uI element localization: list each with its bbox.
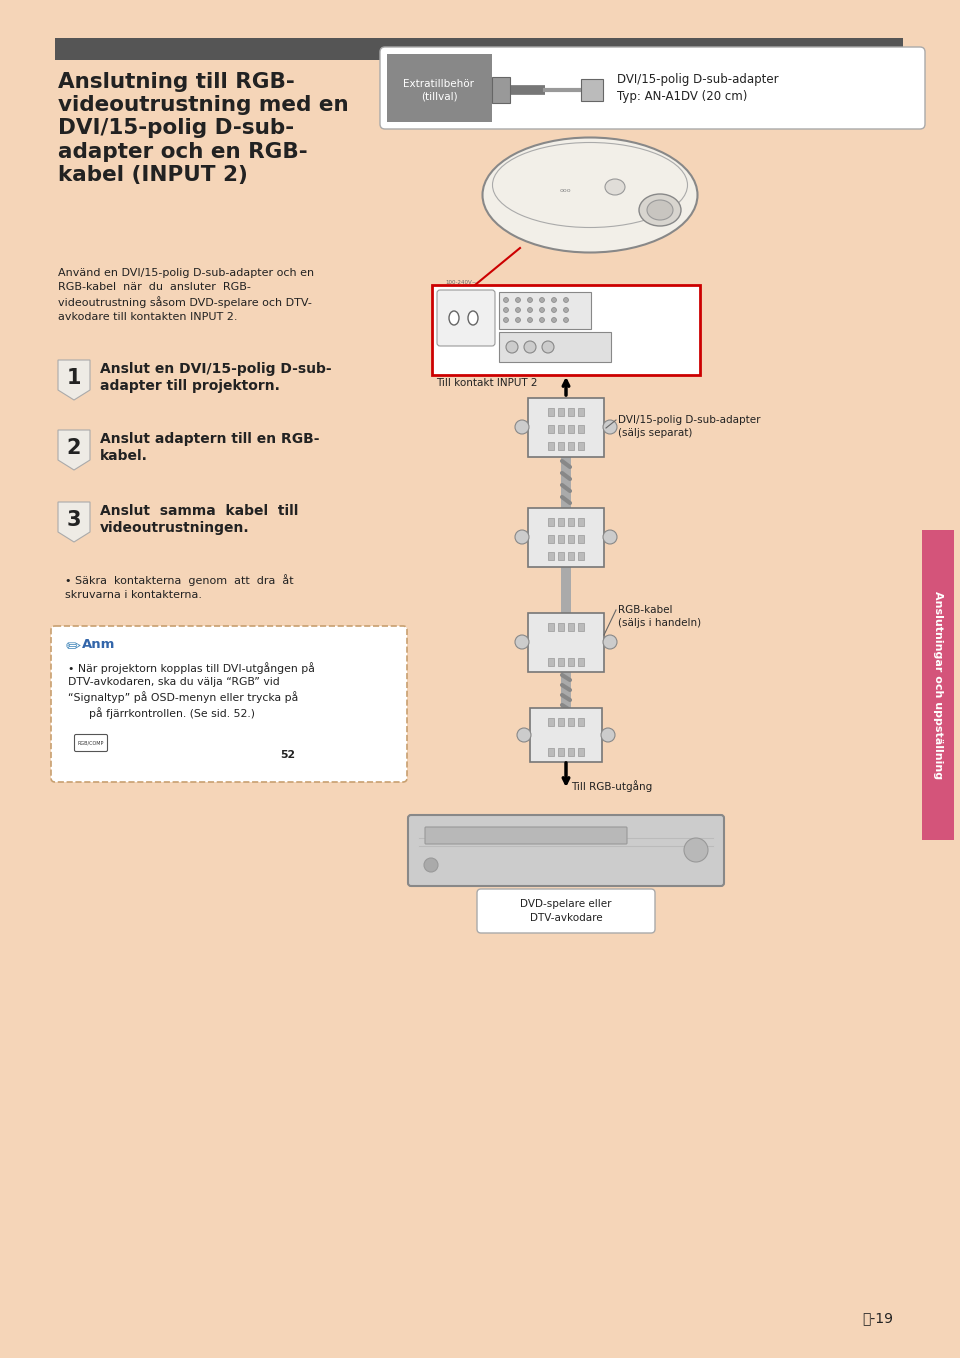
Circle shape	[506, 341, 518, 353]
Text: DVI/15-polig D-sub-adapter
Typ: AN-A1DV (20 cm): DVI/15-polig D-sub-adapter Typ: AN-A1DV …	[617, 73, 779, 103]
Text: ✏: ✏	[66, 638, 82, 656]
Text: Ⓢ-19: Ⓢ-19	[862, 1310, 893, 1325]
Bar	[568, 425, 574, 433]
Bar	[558, 623, 564, 631]
FancyBboxPatch shape	[499, 292, 591, 329]
FancyBboxPatch shape	[477, 889, 655, 933]
Circle shape	[515, 420, 529, 435]
FancyBboxPatch shape	[55, 38, 903, 60]
Ellipse shape	[449, 311, 459, 325]
Text: ooo: ooo	[559, 187, 571, 193]
Circle shape	[515, 530, 529, 545]
Circle shape	[564, 297, 568, 303]
Bar	[568, 407, 574, 416]
Text: • Säkra  kontakterna  genom  att  dra  åt
skruvarna i kontakterna.: • Säkra kontakterna genom att dra åt skr…	[65, 574, 294, 599]
FancyBboxPatch shape	[437, 291, 495, 346]
Text: DVI/15-polig D-sub-adapter
(säljs separat): DVI/15-polig D-sub-adapter (säljs separa…	[618, 416, 760, 439]
Bar	[558, 748, 564, 756]
Bar	[578, 718, 584, 727]
Ellipse shape	[468, 311, 478, 325]
Polygon shape	[58, 502, 90, 542]
FancyBboxPatch shape	[528, 508, 604, 568]
Bar	[548, 623, 554, 631]
Text: RGB/COMP: RGB/COMP	[78, 740, 105, 746]
Text: 2: 2	[67, 439, 82, 458]
FancyBboxPatch shape	[561, 565, 571, 615]
Bar	[568, 623, 574, 631]
Text: RGB-kabel
(säljs i handeln): RGB-kabel (säljs i handeln)	[618, 606, 701, 629]
Circle shape	[540, 297, 544, 303]
Text: Anslutningar och uppställning: Anslutningar och uppställning	[933, 591, 943, 779]
Circle shape	[516, 307, 520, 312]
Text: 100-240V~: 100-240V~	[445, 280, 476, 285]
Circle shape	[503, 318, 509, 322]
Circle shape	[684, 838, 708, 862]
Bar	[548, 517, 554, 526]
Polygon shape	[58, 360, 90, 401]
FancyBboxPatch shape	[408, 815, 724, 885]
FancyBboxPatch shape	[425, 827, 627, 845]
Circle shape	[603, 530, 617, 545]
Bar	[568, 659, 574, 665]
Ellipse shape	[647, 200, 673, 220]
Text: DVD-spelare eller
DTV-avkodare: DVD-spelare eller DTV-avkodare	[520, 899, 612, 922]
Ellipse shape	[483, 137, 698, 253]
FancyBboxPatch shape	[528, 398, 604, 458]
Circle shape	[517, 728, 531, 741]
Bar	[548, 551, 554, 559]
Circle shape	[527, 297, 533, 303]
Bar	[568, 718, 574, 727]
Text: Till kontakt INPUT 2: Till kontakt INPUT 2	[436, 378, 538, 388]
Circle shape	[516, 318, 520, 322]
Circle shape	[516, 297, 520, 303]
Circle shape	[540, 307, 544, 312]
Text: Anslut adaptern till en RGB-
kabel.: Anslut adaptern till en RGB- kabel.	[100, 432, 320, 463]
FancyBboxPatch shape	[530, 708, 602, 762]
Circle shape	[503, 307, 509, 312]
Text: Anslutning till RGB-
videoutrustning med en
DVI/15-polig D-sub-
adapter och en R: Anslutning till RGB- videoutrustning med…	[58, 72, 348, 185]
Circle shape	[603, 636, 617, 649]
Circle shape	[515, 636, 529, 649]
FancyBboxPatch shape	[922, 530, 954, 841]
Bar	[558, 535, 564, 543]
Text: Anslut  samma  kabel  till
videoutrustningen.: Anslut samma kabel till videoutrustninge…	[100, 504, 299, 535]
Text: 3: 3	[67, 511, 82, 530]
Bar	[568, 748, 574, 756]
Bar	[558, 517, 564, 526]
Bar	[548, 441, 554, 449]
Circle shape	[551, 307, 557, 312]
Bar	[568, 551, 574, 559]
Bar	[578, 623, 584, 631]
FancyBboxPatch shape	[432, 285, 700, 375]
Text: Extratillbehör
(tillval): Extratillbehör (tillval)	[403, 79, 474, 102]
Text: Anslut en DVI/15-polig D-sub-
adapter till projektorn.: Anslut en DVI/15-polig D-sub- adapter ti…	[100, 363, 331, 394]
FancyBboxPatch shape	[387, 54, 492, 122]
Circle shape	[527, 307, 533, 312]
Circle shape	[551, 297, 557, 303]
Bar	[578, 425, 584, 433]
Circle shape	[540, 318, 544, 322]
Bar	[558, 425, 564, 433]
Ellipse shape	[605, 179, 625, 196]
Circle shape	[424, 858, 438, 872]
Bar	[548, 659, 554, 665]
Bar	[558, 659, 564, 665]
Bar	[578, 407, 584, 416]
FancyBboxPatch shape	[581, 79, 603, 100]
FancyBboxPatch shape	[51, 626, 407, 782]
Polygon shape	[58, 430, 90, 470]
Text: • När projektorn kopplas till DVI-utgången på
DTV-avkodaren, ska du välja “RGB” : • När projektorn kopplas till DVI-utgång…	[68, 661, 315, 718]
Bar	[578, 659, 584, 665]
Bar	[568, 441, 574, 449]
Bar	[578, 535, 584, 543]
Bar	[578, 517, 584, 526]
FancyBboxPatch shape	[492, 77, 510, 103]
Circle shape	[603, 420, 617, 435]
Bar	[558, 718, 564, 727]
Circle shape	[564, 318, 568, 322]
Circle shape	[564, 307, 568, 312]
Bar	[578, 551, 584, 559]
Circle shape	[551, 318, 557, 322]
Circle shape	[601, 728, 615, 741]
